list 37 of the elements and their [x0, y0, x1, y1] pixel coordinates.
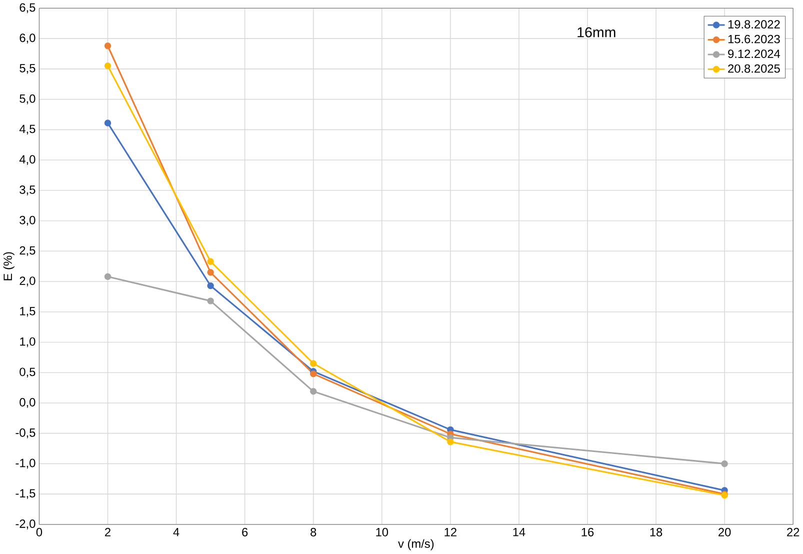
y-tick-label: -0,5 [16, 428, 36, 438]
legend-label: 20.8.2025 [728, 64, 780, 73]
y-tick-label: 1,5 [20, 307, 36, 317]
y-tick-label: -1,0 [16, 459, 36, 469]
y-tick-label: 5,0 [20, 94, 36, 104]
y-tick-label: 3,5 [20, 186, 36, 196]
x-tick-label: 10 [376, 528, 388, 537]
y-tick-label: 0,0 [20, 398, 36, 408]
y-axis-title: E (%) [3, 252, 14, 280]
legend-label: 19.8.2022 [728, 20, 780, 29]
y-tick-label: 5,5 [20, 64, 36, 74]
legend-label: 9.12.2024 [728, 50, 780, 58]
x-axis-title: v (m/s) [398, 539, 434, 550]
y-tick-label: 4,0 [19, 155, 36, 166]
y-tick-label: -1,5 [16, 489, 36, 500]
x-tick-label: 18 [650, 528, 662, 537]
x-tick-label: 0 [36, 528, 42, 537]
y-tick-label: 3,0 [20, 216, 36, 226]
x-tick-label: 4 [173, 528, 180, 536]
x-tick-label: 22 [787, 528, 800, 536]
annotation: 16mm [578, 27, 616, 38]
y-tick-label: 4,5 [19, 125, 36, 135]
y-tick-label: 2,5 [20, 246, 36, 256]
y-tick-label: -2,0 [16, 520, 36, 530]
x-tick-label: 16 [582, 528, 594, 537]
y-tick-label: 2,0 [20, 276, 36, 287]
x-tick-label: 12 [444, 528, 456, 536]
y-tick-label: 0,5 [20, 368, 36, 378]
x-tick-label: 8 [310, 528, 316, 537]
x-tick-label: 6 [242, 528, 248, 537]
x-tick-label: 20 [718, 528, 731, 537]
legend-label: 15.6.2023 [728, 35, 780, 44]
x-tick-label: 2 [105, 528, 110, 536]
y-tick-label: 1,0 [20, 338, 36, 348]
x-tick-label: 14 [513, 528, 526, 536]
y-tick-label: 6,5 [20, 4, 36, 14]
y-tick-label: 6,0 [20, 34, 36, 44]
